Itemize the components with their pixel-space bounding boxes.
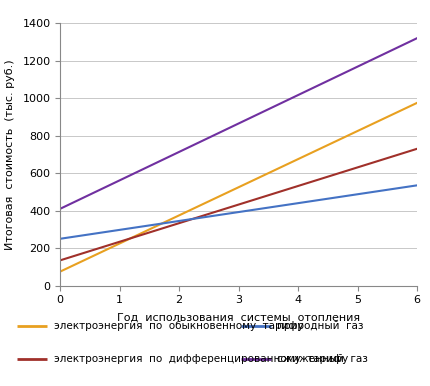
Text: электроэнергия  по  дифференцированному  тарифу: электроэнергия по дифференцированному та… [54, 354, 348, 364]
X-axis label: Год  использования  системы  отопления: Год использования системы отопления [117, 312, 360, 322]
Text: природный  газ: природный газ [277, 321, 364, 331]
Text: электроэнергия  по  обыкновенному  тарифу: электроэнергия по обыкновенному тарифу [54, 321, 304, 331]
Y-axis label: Итоговая  стоимость  (тыс. руб.): Итоговая стоимость (тыс. руб.) [6, 59, 15, 250]
Text: сжиженный  газ: сжиженный газ [277, 354, 368, 364]
